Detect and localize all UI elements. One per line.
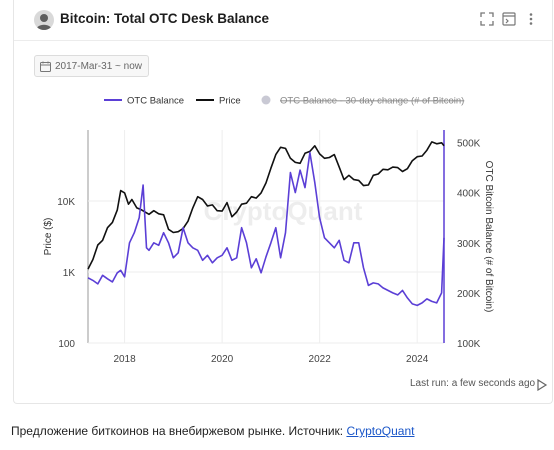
source-link[interactable]: CryptoQuant <box>346 424 415 438</box>
right-tick-label: 500K <box>457 139 481 150</box>
left-tick-label: 100 <box>58 339 75 350</box>
embed-icon[interactable] <box>502 12 516 26</box>
calendar-icon <box>40 61 51 72</box>
date-range-filter[interactable]: 2017-Mar-31 ~ now <box>34 55 149 77</box>
chart-card: Bitcoin: Total OTC Desk Balance 2017-Mar… <box>13 0 553 404</box>
card-header: Bitcoin: Total OTC Desk Balance <box>14 0 552 41</box>
left-tick-label: 10K <box>57 197 75 208</box>
person-icon <box>36 14 52 30</box>
caption-text: Предложение биткоинов на внебиржевом рын… <box>11 424 347 438</box>
chart-plot: CryptoQuant 2018 2020 2022 20241001K10K100K… <box>43 95 494 365</box>
play-icon[interactable] <box>536 378 548 392</box>
legend-otc-change-swatch <box>261 95 271 105</box>
x-tick-label: 2022 <box>309 354 332 365</box>
right-tick-label: 300K <box>457 239 481 250</box>
otc-balance-series-line <box>87 151 445 307</box>
left-tick-label: 1K <box>63 268 76 279</box>
left-axis-title: Price ($) <box>43 218 54 256</box>
right-tick-label: 400K <box>457 189 481 200</box>
last-run-text: Last run: a few seconds ago <box>410 378 536 389</box>
right-tick-label: 200K <box>457 289 481 300</box>
date-range-label: 2017-Mar-31 ~ now <box>55 60 142 72</box>
legend-otc-balance-label: OTC Balance <box>127 96 184 107</box>
more-options-icon[interactable] <box>524 12 538 26</box>
right-tick-label: 100K <box>457 339 481 350</box>
x-tick-label: 2020 <box>211 354 234 365</box>
legend-price-label: Price <box>219 96 241 107</box>
x-tick-label: 2024 <box>406 354 429 365</box>
legend-otc-change-label: OTC Balance - 30-day change (# of Bitcoi… <box>280 96 464 107</box>
author-avatar <box>34 10 54 30</box>
right-axis-title: OTC Bitcoin Balance (# of Bitcoin) <box>483 161 494 313</box>
figure-caption: Предложение биткоинов на внебиржевом рын… <box>11 424 415 438</box>
x-tick-label: 2018 <box>113 354 136 365</box>
fullscreen-icon[interactable] <box>480 12 494 26</box>
chart-title: Bitcoin: Total OTC Desk Balance <box>60 11 270 26</box>
